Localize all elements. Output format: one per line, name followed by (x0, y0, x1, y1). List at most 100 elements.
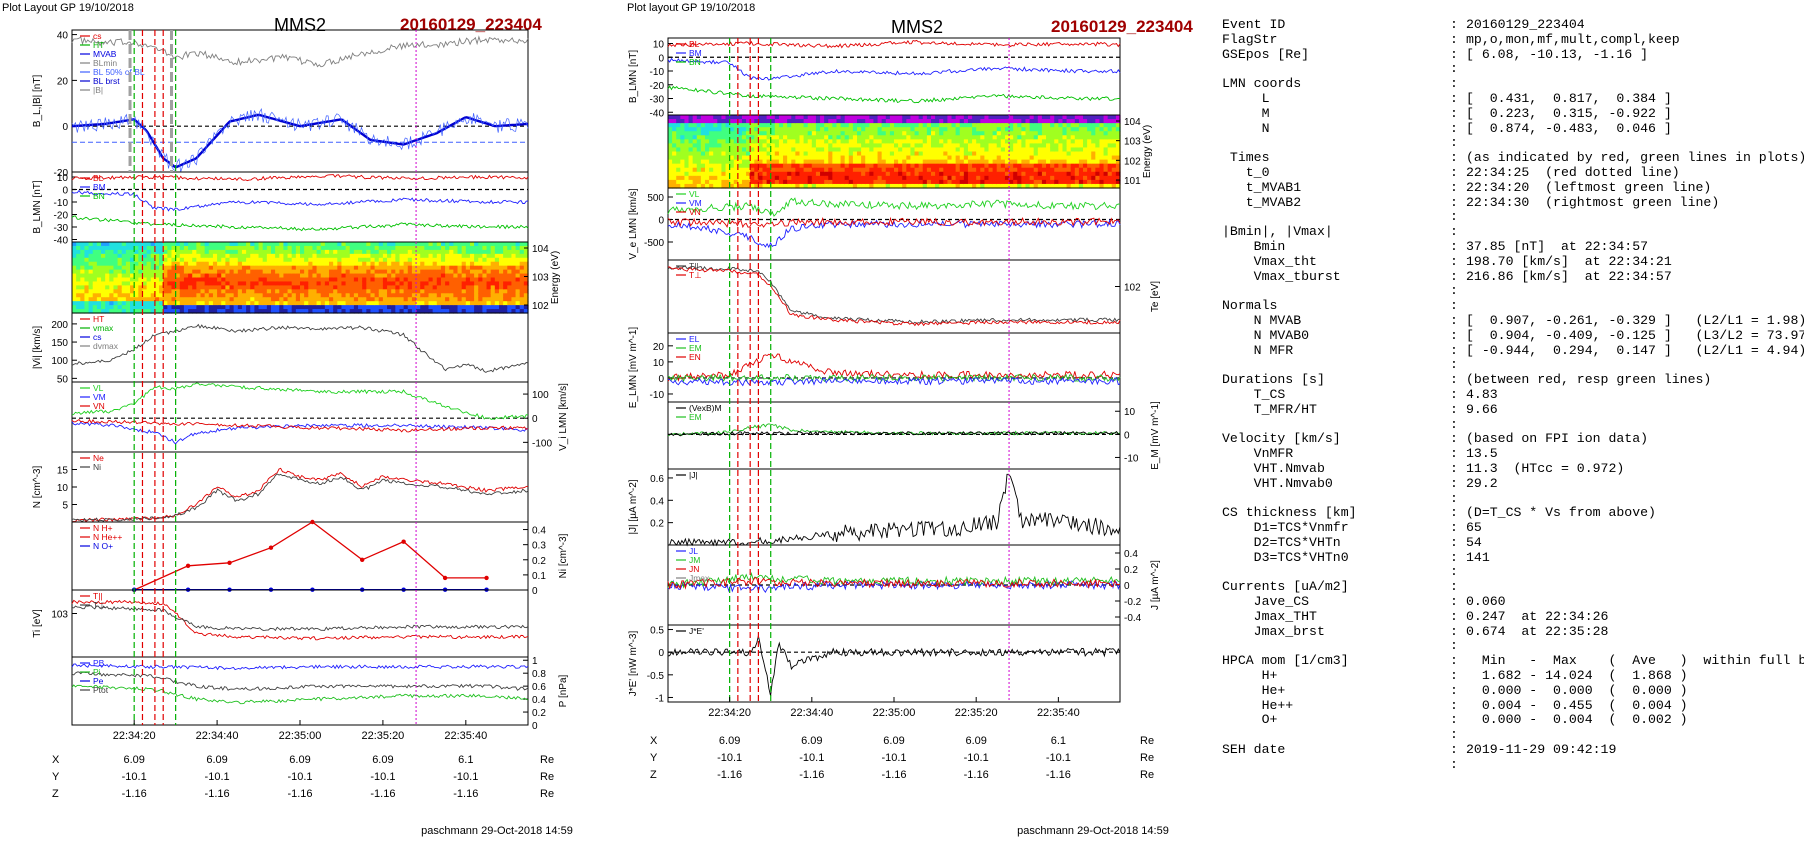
spectrogram-cell (125, 269, 131, 275)
spectrogram-cell (316, 289, 322, 294)
spectrogram-cell (134, 269, 139, 275)
spectrogram-cell (926, 179, 932, 185)
spectrogram-cell (1004, 183, 1010, 189)
spectrogram-cell (848, 119, 854, 124)
spectrogram-cell (420, 301, 425, 306)
spectrogram-cell (146, 265, 152, 271)
spectrogram-cell (382, 301, 388, 306)
spectrogram-cell (766, 147, 772, 153)
spectrogram-cell (918, 167, 924, 173)
spectrogram-cell (503, 273, 508, 279)
spectrogram-cell (976, 143, 981, 149)
spectrogram-cell (1025, 175, 1031, 181)
spectrogram-cell (700, 171, 706, 177)
spectrogram-cell (221, 297, 226, 302)
spectrogram-cell (246, 257, 251, 263)
spectrogram-cell (498, 289, 504, 294)
spectrogram-cell (762, 167, 768, 173)
ytick-label: 200 (51, 320, 68, 331)
orbit-value: -10.1 (122, 771, 147, 783)
spectrogram-cell (279, 297, 285, 302)
spectrogram-cell (225, 245, 231, 251)
ylabel: B_LMN [nT] (628, 50, 639, 104)
xtick-label: 22:34:40 (196, 730, 239, 742)
spectrogram-cell (1021, 131, 1027, 136)
spectrogram-cell (840, 163, 846, 169)
spectrogram-cell (1062, 131, 1068, 136)
spectrogram-cell (225, 269, 231, 275)
spectrogram-cell (799, 167, 805, 173)
spectrogram-cell (1074, 175, 1080, 181)
spectrogram-cell (246, 245, 251, 251)
spectrogram-cell (1095, 127, 1101, 132)
spectrogram-cell (92, 309, 98, 314)
spectrogram-cell (146, 253, 152, 259)
spectrogram-cell (729, 163, 735, 169)
spectrogram-cell (482, 289, 488, 294)
info-row: D1=TCS*Vnmfr:65 (1222, 520, 1800, 536)
spectrogram-cell (399, 289, 405, 294)
spectrogram-cell (729, 119, 735, 124)
spectrogram-cell (750, 151, 755, 157)
spectrogram-cell (943, 147, 949, 153)
spectrogram-cell (96, 265, 102, 271)
spectrogram-cell (192, 269, 197, 275)
spectrogram-cell (939, 163, 944, 169)
spectrogram-cell (758, 163, 764, 169)
spectrogram-cell (910, 179, 916, 185)
spectrogram-cell (688, 147, 694, 153)
spectrogram-cell (668, 183, 673, 189)
spectrogram-cell (869, 167, 875, 173)
spectrogram-cell (828, 183, 833, 189)
spectrogram-cell (258, 285, 264, 290)
spectrogram-cell (519, 245, 525, 251)
spectrogram-cell (778, 155, 784, 161)
spectrogram-cell (291, 269, 297, 275)
spectrogram-cell (241, 253, 247, 259)
spectrogram-cell (358, 269, 363, 275)
spectrogram-cell (984, 151, 990, 157)
spectrogram-cell (869, 171, 875, 177)
spectrogram-cell (411, 301, 417, 306)
spectrogram-cell (770, 163, 776, 169)
spectrogram-cell (778, 159, 784, 165)
spectrogram-cell (233, 277, 239, 283)
spectrogram-cell (930, 139, 936, 144)
spectrogram-cell (766, 119, 772, 124)
spectrogram-cell (926, 115, 932, 120)
spectrogram-cell (881, 123, 887, 128)
orbit-value: 6.09 (123, 754, 144, 766)
spectrogram-cell (668, 151, 673, 157)
spectrogram-cell (183, 242, 189, 247)
spectrogram-cell (832, 163, 838, 169)
spectrogram-cell (428, 301, 434, 306)
spectrogram-cell (672, 143, 677, 149)
panel-9: -1-0.500.5 J*E'J*E' [nW m^-3] (628, 624, 1121, 704)
spectrogram-cell (304, 309, 309, 314)
spectrogram-cell (848, 175, 854, 181)
spectrogram-cell (1107, 183, 1113, 189)
spectrogram-cell (787, 155, 792, 161)
spectrogram-cell (411, 289, 417, 294)
series-line (667, 39, 1121, 49)
spectrogram-cell (159, 297, 164, 302)
spectrogram-cell (676, 159, 681, 165)
spectrogram-cell (791, 179, 796, 185)
spectrogram-cell (1037, 159, 1043, 165)
spectrogram-cell (1021, 179, 1027, 185)
spectrogram-cell (898, 179, 903, 185)
spectrogram-cell (832, 119, 838, 124)
spectrogram-cell (312, 249, 318, 255)
spectrogram-cell (877, 151, 883, 157)
orbit-unit: Re (1140, 752, 1154, 764)
info-row: D2=TCS*VHTn:54 (1222, 535, 1800, 551)
spectrogram-cell (258, 289, 264, 294)
spectrogram-cell (407, 289, 413, 294)
series-line (667, 571, 1121, 589)
spectrogram-cell (163, 281, 168, 286)
spectrogram-cell (320, 293, 326, 298)
spectrogram-cell (196, 301, 202, 306)
spectrogram-cell (461, 257, 467, 263)
spectrogram-cell (1054, 135, 1059, 140)
spectrogram-cell (1037, 127, 1043, 132)
